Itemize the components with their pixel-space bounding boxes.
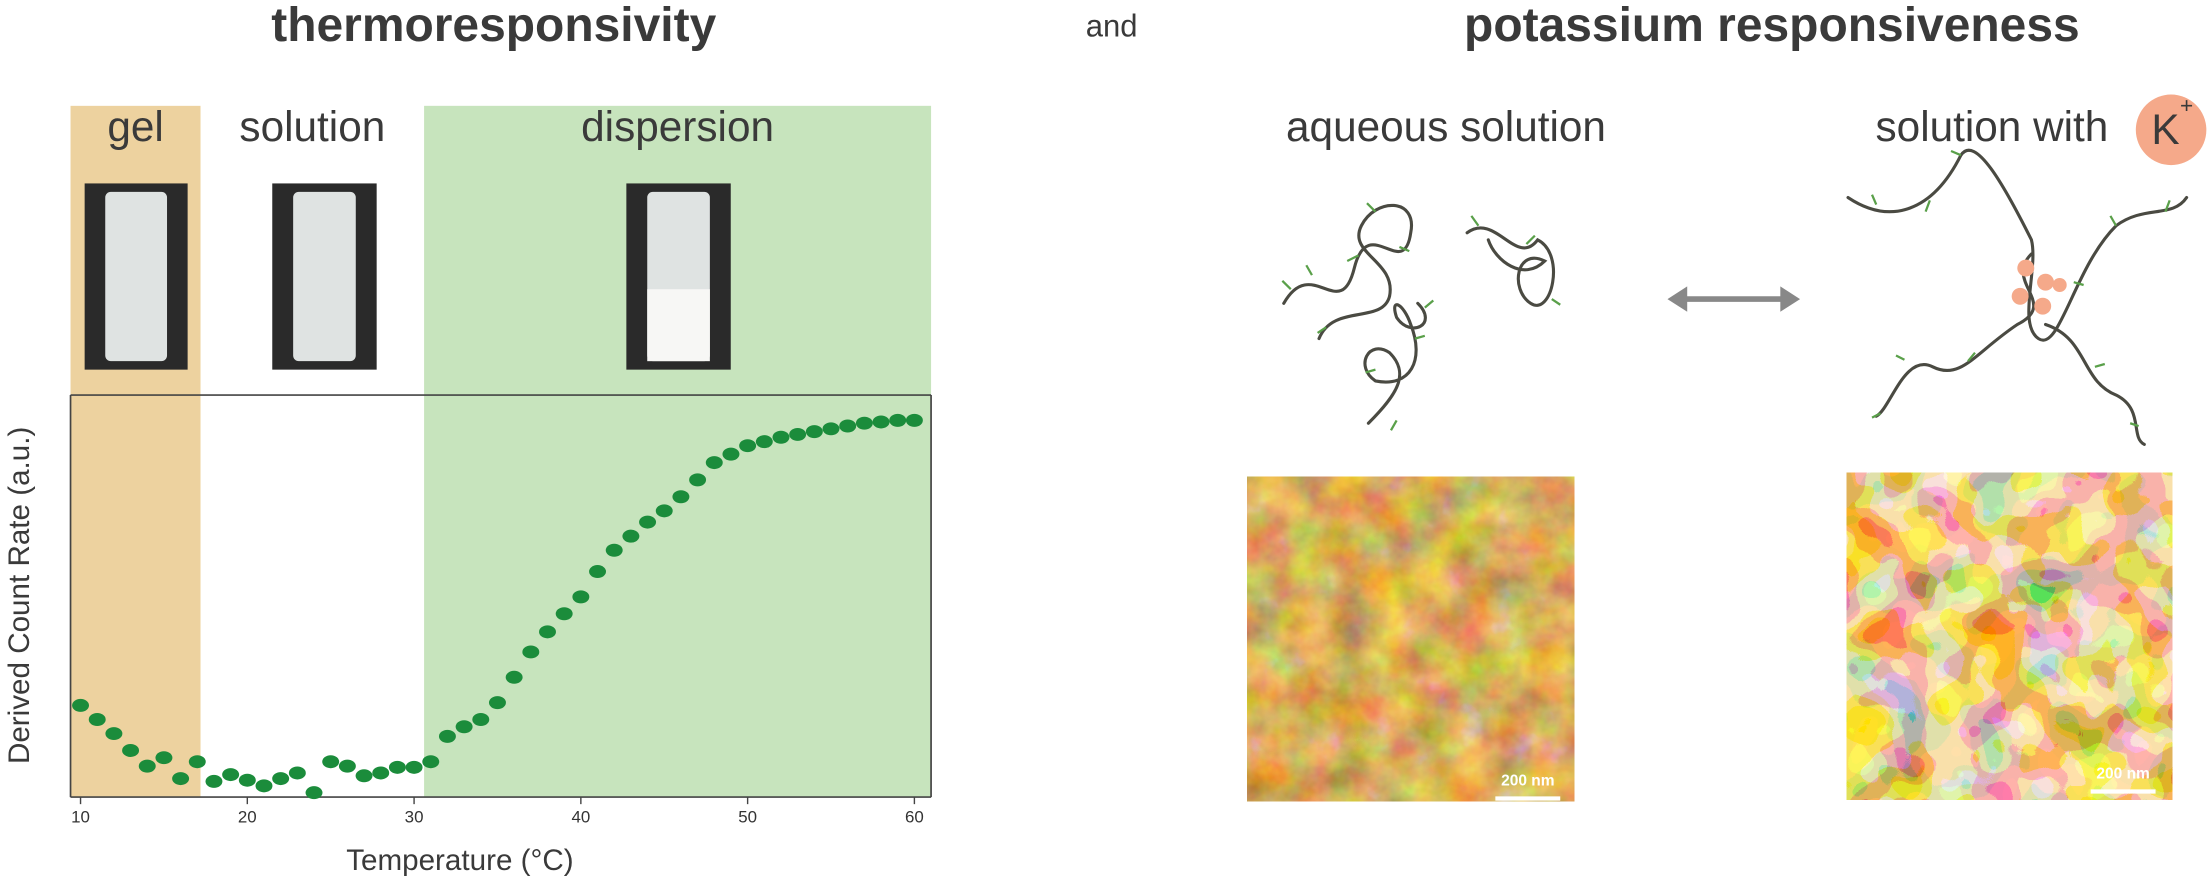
x-tick-label: 40 <box>571 808 590 827</box>
point <box>105 727 123 741</box>
title-right: potassium responsiveness <box>1464 0 2080 52</box>
point <box>855 416 873 430</box>
afm-image <box>1846 472 2173 800</box>
afm-image <box>1247 476 1575 802</box>
scale-label: 200 nm <box>2096 766 2149 783</box>
x-axis-label: Temperature (°C) <box>346 844 573 877</box>
point <box>238 773 256 787</box>
ion-charge: + <box>2180 93 2193 118</box>
point <box>739 439 757 453</box>
point <box>422 755 440 769</box>
x-tick-label: 50 <box>738 808 757 827</box>
point <box>622 529 640 543</box>
vial <box>105 191 168 362</box>
point <box>805 425 823 439</box>
region-label: gel <box>107 103 163 150</box>
scale-label: 200 nm <box>1501 773 1554 790</box>
connector: and <box>1086 8 1138 43</box>
point <box>172 772 190 786</box>
title-left: thermoresponsivity <box>271 0 716 52</box>
region-label: dispersion <box>581 103 774 150</box>
point <box>372 766 390 780</box>
chain <box>1846 148 2189 342</box>
x-tick-label: 60 <box>905 808 924 827</box>
point <box>639 515 657 529</box>
point <box>255 779 273 793</box>
point <box>155 751 173 765</box>
point <box>672 490 690 504</box>
point <box>272 772 290 786</box>
point <box>489 696 506 710</box>
point <box>288 766 306 780</box>
point <box>222 768 240 782</box>
chart: gel solution dispersion 10 20 30 40 50 60 Tempera… <box>3 103 932 877</box>
point <box>872 415 890 429</box>
vial-fill <box>647 289 710 362</box>
chain <box>2043 322 2146 446</box>
double-arrow <box>1667 286 1801 312</box>
point <box>755 435 773 449</box>
point <box>122 743 140 757</box>
y-axis-label: Derived Count Rate (a.u.) <box>3 427 36 764</box>
point <box>655 504 673 518</box>
point <box>572 590 590 604</box>
x-tick-label: 30 <box>405 808 424 827</box>
ion: K <box>2151 106 2179 153</box>
left-label: aqueous solution <box>1286 103 1606 150</box>
region-label: solution <box>239 103 385 150</box>
chain <box>1282 203 1414 341</box>
point <box>889 413 907 427</box>
point <box>822 422 840 436</box>
point <box>839 419 857 433</box>
chain <box>1874 252 2036 418</box>
point <box>605 543 623 557</box>
chains-free <box>1281 202 1561 431</box>
point <box>772 430 790 444</box>
point <box>722 447 740 461</box>
point <box>205 774 223 788</box>
ion-circle <box>2135 94 2207 166</box>
point <box>405 760 423 774</box>
point <box>322 755 340 769</box>
point <box>388 760 406 774</box>
side-groups <box>1281 202 1561 431</box>
chain <box>1363 301 1427 425</box>
vial <box>293 191 356 362</box>
point <box>305 786 323 800</box>
point <box>138 759 156 773</box>
side-groups <box>1870 149 2171 428</box>
point <box>705 456 723 470</box>
right-label: solution with <box>1876 103 2109 150</box>
point <box>589 565 606 579</box>
point <box>555 607 573 621</box>
point <box>455 720 473 734</box>
point <box>905 413 923 427</box>
x-tick-label: 20 <box>238 808 257 827</box>
point <box>689 473 707 487</box>
chains-bound <box>1846 148 2189 446</box>
point <box>789 427 807 441</box>
point <box>505 670 523 684</box>
point <box>539 625 556 639</box>
point <box>522 645 540 659</box>
chain <box>1465 226 1556 307</box>
point <box>72 698 90 712</box>
x-tick-label: 10 <box>71 808 90 827</box>
point <box>355 769 373 783</box>
point <box>472 713 490 726</box>
point <box>338 759 356 773</box>
point <box>438 729 456 743</box>
point <box>188 755 206 769</box>
point <box>88 713 106 726</box>
